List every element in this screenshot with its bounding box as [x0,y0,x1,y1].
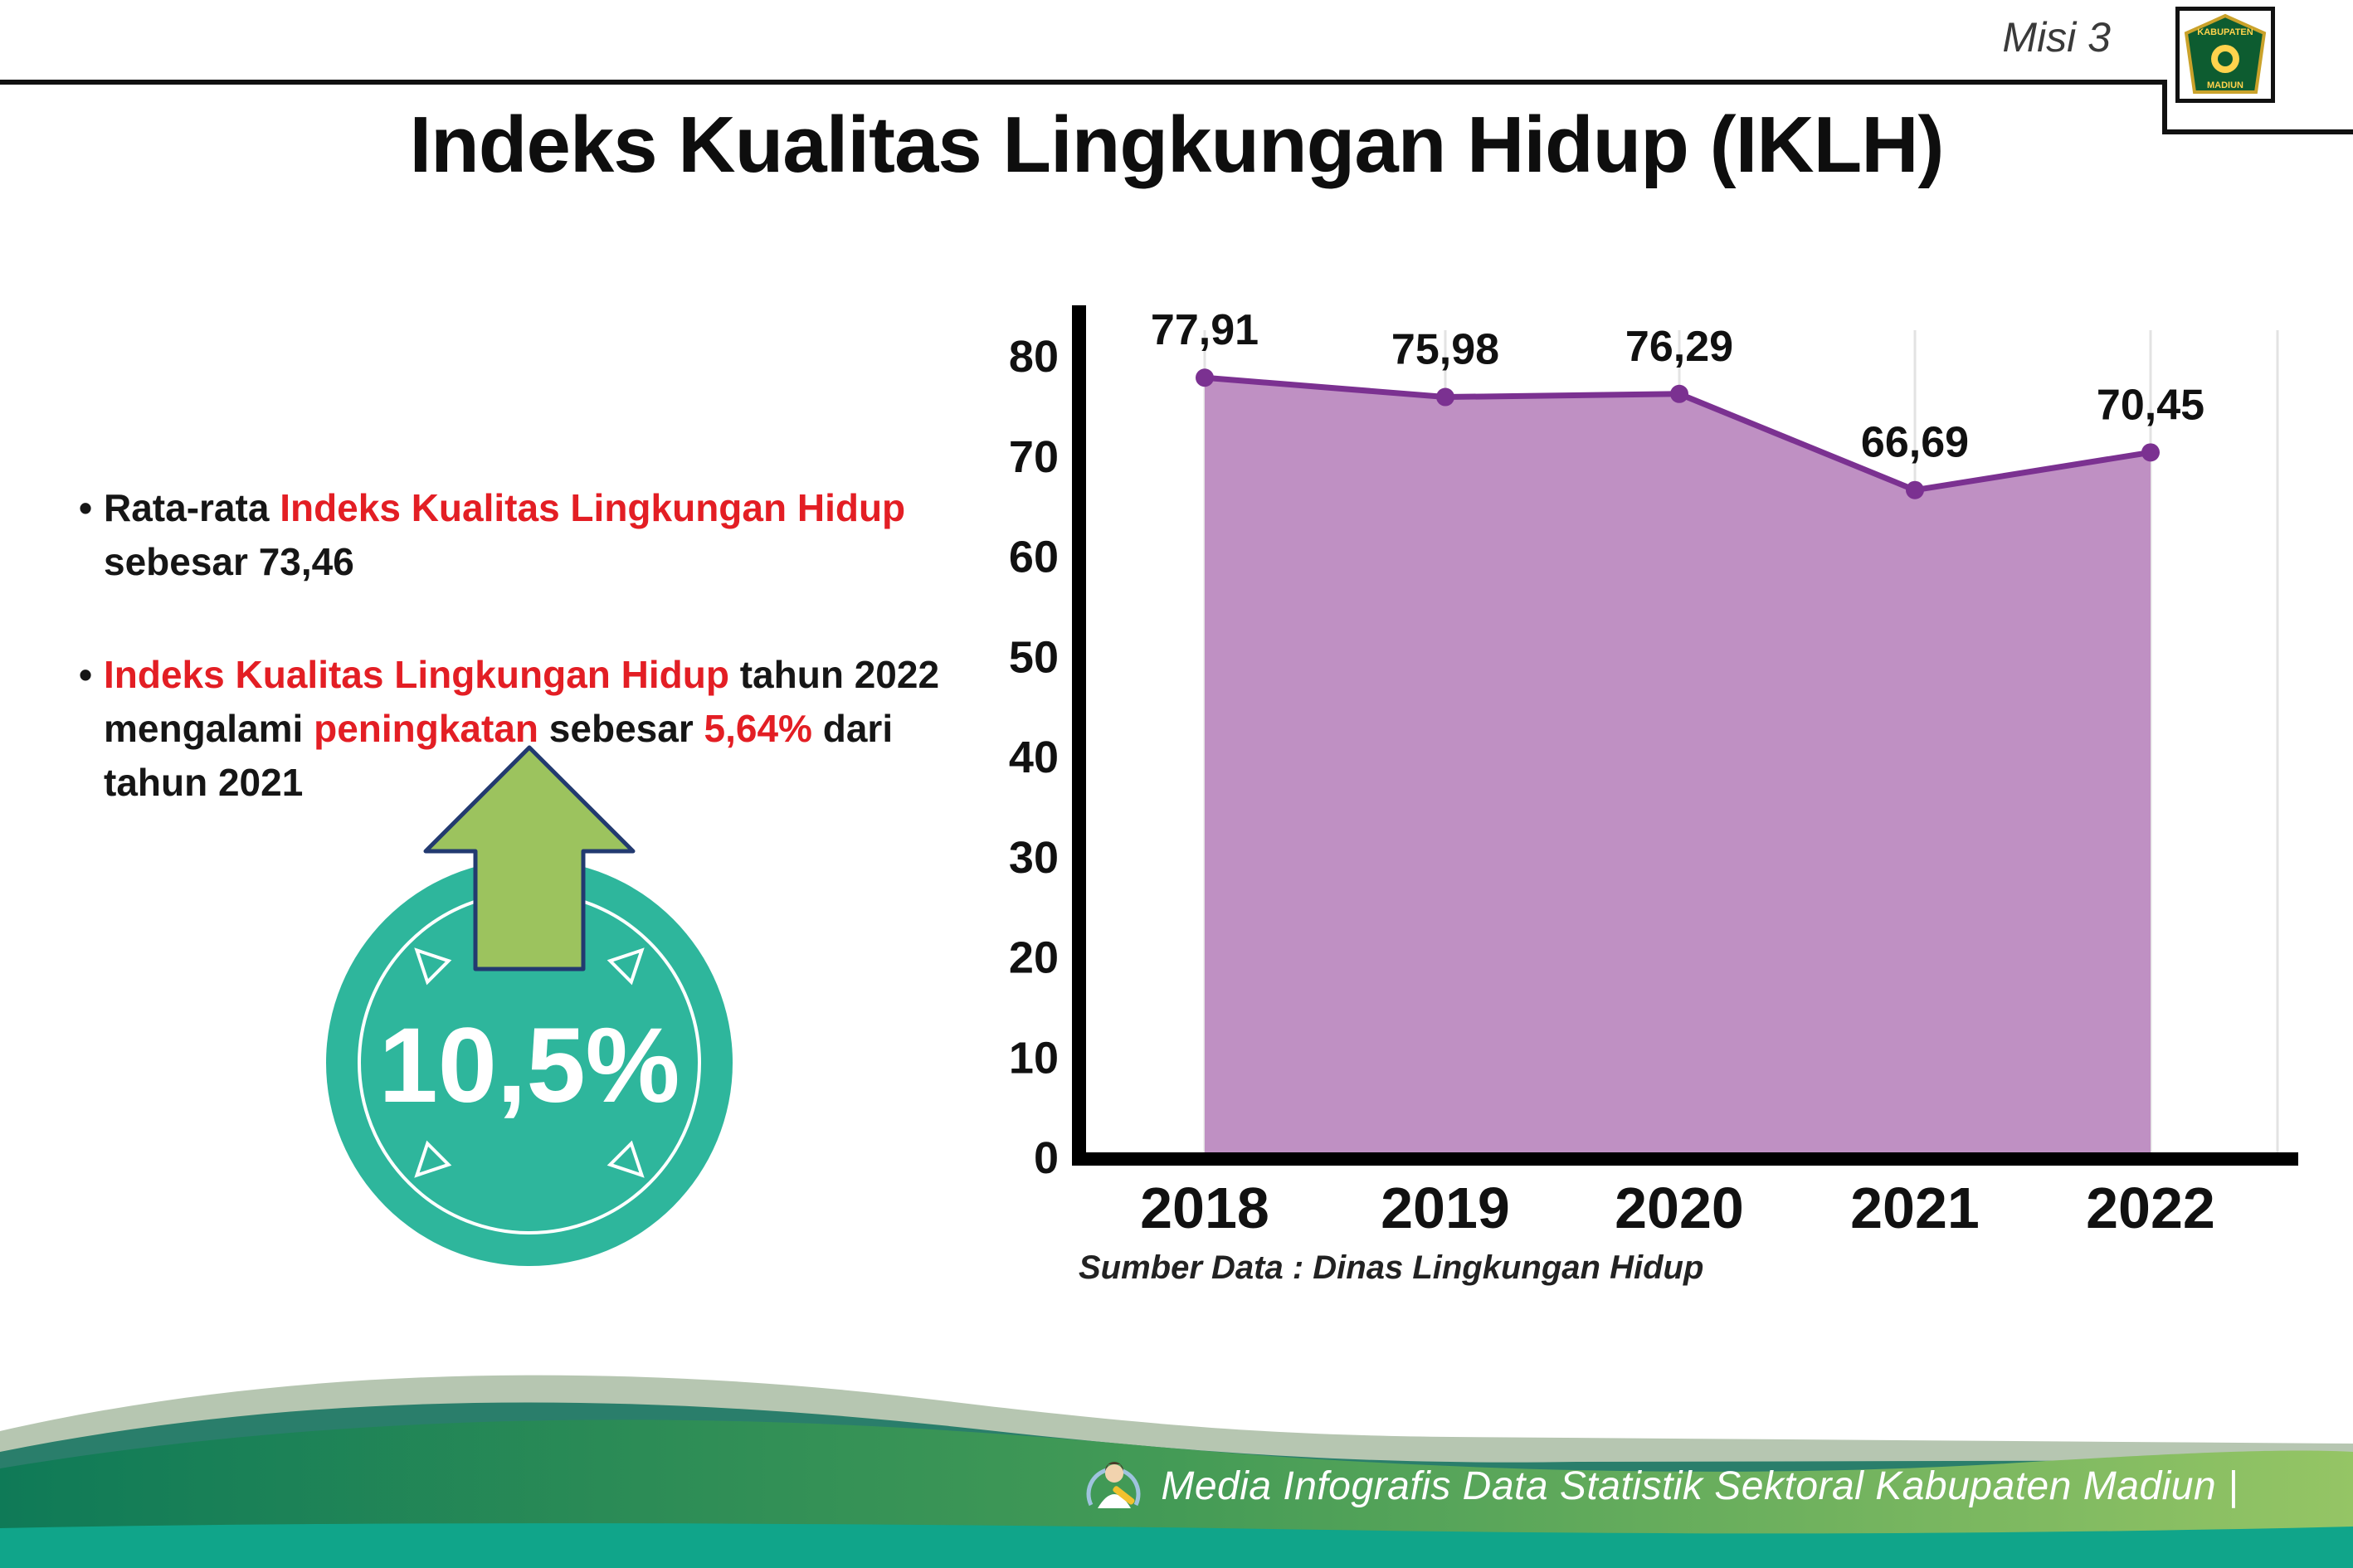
bullet1-line2: sebesar 73,46 [104,540,354,584]
y-tick-label: 60 [1009,533,1059,582]
kabupaten-madiun-logo: KABUPATEN MADIUN [2175,7,2275,103]
bullet2-text-4: dari [811,706,894,750]
ring-arrowhead-icon [414,947,452,986]
y-tick-label: 30 [1009,833,1059,883]
x-tick-label: 2022 [2086,1176,2215,1240]
data-point [2141,443,2160,462]
bullet-item-2: • Indeks Kualitas Lingkungan Hidup tahun … [79,648,983,811]
value-label: 66,69 [1861,419,1969,467]
value-label: 77,91 [1151,306,1259,354]
bullet-dot: • [79,486,93,529]
bullet1-highlight: Indeks Kualitas Lingkungan Hidup [280,486,906,529]
x-tick-label: 2021 [1850,1176,1980,1240]
footer-credit: Media Infografis Data Statistik Sektoral… [1081,1454,2239,1518]
bullet2-line3: tahun 2021 [104,761,304,805]
data-point [1906,480,1924,499]
logo-text-top: KABUPATEN [2197,27,2253,37]
bullet2-text-2: mengalami [104,706,314,750]
up-arrow-icon [423,745,636,971]
data-point [1196,368,1214,387]
badge-circle [326,859,733,1266]
data-point [1670,384,1688,403]
wave-bottom-strip [0,1523,2353,1568]
area-fill [1205,377,2151,1158]
iklh-area-chart: 0 10 20 30 40 50 60 70 80 2018 2019 2020 2021 2022 77,… [979,297,2353,1287]
bullet2-text-1: tahun 2022 [728,652,940,696]
bullet2-highlight-1: Indeks Kualitas Lingkungan Hidup [104,652,729,696]
chart-source: Sumber Data : Dinas Lingkungan Hidup [1079,1249,1704,1286]
bullet2-highlight-3: 5,64% [704,706,812,750]
y-tick-label: 70 [1009,432,1059,482]
badge-value: 10,5% [379,1006,680,1125]
y-tick-label: 80 [1009,332,1059,382]
logo-bracket-horizontal [2162,129,2353,134]
bullet-dot: • [79,652,93,696]
bullet1-text: Rata-rata [104,486,280,529]
writer-icon [1086,1462,1141,1508]
x-tick-label: 2018 [1140,1176,1269,1240]
y-tick-label: 20 [1009,933,1059,983]
y-tick-label: 10 [1009,1033,1059,1083]
bullet2-highlight-2: peningkatan [314,706,539,750]
ring-arrowhead-icon [607,947,645,986]
y-tick-label: 50 [1009,632,1059,682]
page-title: Indeks Kualitas Lingkungan Hidup (IKLH) [409,100,1944,189]
ring-arrowhead-icon [607,1140,645,1178]
value-label: 75,98 [1391,326,1499,374]
y-tick-label: 0 [1034,1133,1059,1183]
crest-shield-icon: KABUPATEN MADIUN [2184,13,2267,94]
footer-credit-text: Media Infografis Data Statistik Sektoral… [1161,1463,2239,1508]
misi-label: Misi 3 [2002,14,2111,61]
footer-wave [0,1375,2353,1568]
data-point [1436,387,1454,407]
x-tick-label: 2020 [1615,1176,1744,1240]
increase-badge: 10,5% [326,745,733,1266]
logo-text-bottom: MADIUN [2207,80,2243,90]
y-axis [1072,305,1086,1165]
x-axis [1072,1152,2298,1166]
chart-canvas: 0 10 20 30 40 50 60 70 80 2018 2019 2020 2021 2022 77,… [1009,305,2298,1240]
value-label: 76,29 [1625,323,1733,371]
bullet-item-1: • Rata-rata Indeks Kualitas Lingkungan Hi… [79,481,983,590]
logo-bracket-vertical [2162,80,2167,134]
y-tick-label: 40 [1009,733,1059,782]
bullet-list: • Rata-rata Indeks Kualitas Lingkungan Hi… [79,481,983,869]
header-rule [0,80,2167,85]
ring-arrowhead-icon [414,1140,452,1178]
bullet2-text-3: sebesar [538,706,704,750]
x-tick-label: 2019 [1381,1176,1510,1240]
value-label: 70,45 [2097,381,2204,429]
